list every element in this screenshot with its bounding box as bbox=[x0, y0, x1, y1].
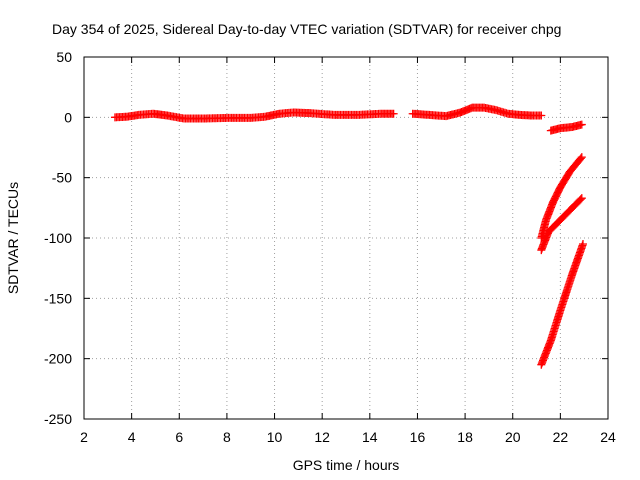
data-points bbox=[110, 103, 587, 369]
series-track-4 bbox=[537, 153, 586, 242]
series-track-6 bbox=[537, 240, 587, 369]
data-point bbox=[577, 153, 586, 162]
y-tick-label: -200 bbox=[44, 351, 72, 367]
data-point bbox=[578, 240, 587, 249]
x-tick-label: 6 bbox=[175, 429, 183, 445]
data-point bbox=[537, 111, 546, 120]
y-tick-label: -150 bbox=[44, 290, 72, 306]
series-track-1 bbox=[110, 108, 398, 123]
axis-ticks: 2 4 6 8 10 12 14 16 18 20 22 24500-50-100-150-200-2… bbox=[44, 49, 616, 445]
y-tick-label: -50 bbox=[52, 170, 72, 186]
x-tick-label: 24 bbox=[600, 429, 616, 445]
x-axis-label: GPS time / hours bbox=[293, 457, 400, 473]
data-point bbox=[576, 195, 585, 204]
x-tick-label: 4 bbox=[128, 429, 136, 445]
x-tick-label: 20 bbox=[505, 429, 521, 445]
data-point bbox=[576, 154, 585, 163]
x-tick-label: 2 bbox=[80, 429, 88, 445]
y-tick-label: 0 bbox=[64, 109, 72, 125]
y-tick-label: 50 bbox=[56, 49, 72, 65]
y-tick-label: -100 bbox=[44, 230, 72, 246]
x-tick-label: 22 bbox=[553, 429, 569, 445]
series-track-2 bbox=[408, 103, 546, 121]
data-point bbox=[577, 120, 586, 129]
x-tick-label: 18 bbox=[457, 429, 473, 445]
x-tick-label: 8 bbox=[223, 429, 231, 445]
series-track-5 bbox=[537, 194, 586, 255]
x-tick-label: 16 bbox=[410, 429, 426, 445]
chart-title: Day 354 of 2025, Sidereal Day-to-day VTE… bbox=[52, 21, 561, 37]
y-axis-label: SDTVAR / TECUs bbox=[5, 182, 21, 294]
series-track-3 bbox=[546, 120, 586, 135]
x-tick-label: 12 bbox=[314, 429, 330, 445]
data-point bbox=[389, 109, 398, 118]
data-point bbox=[577, 194, 586, 203]
y-tick-label: -250 bbox=[44, 411, 72, 427]
x-tick-label: 10 bbox=[267, 429, 283, 445]
plot-frame bbox=[83, 56, 609, 420]
x-tick-label: 14 bbox=[362, 429, 378, 445]
